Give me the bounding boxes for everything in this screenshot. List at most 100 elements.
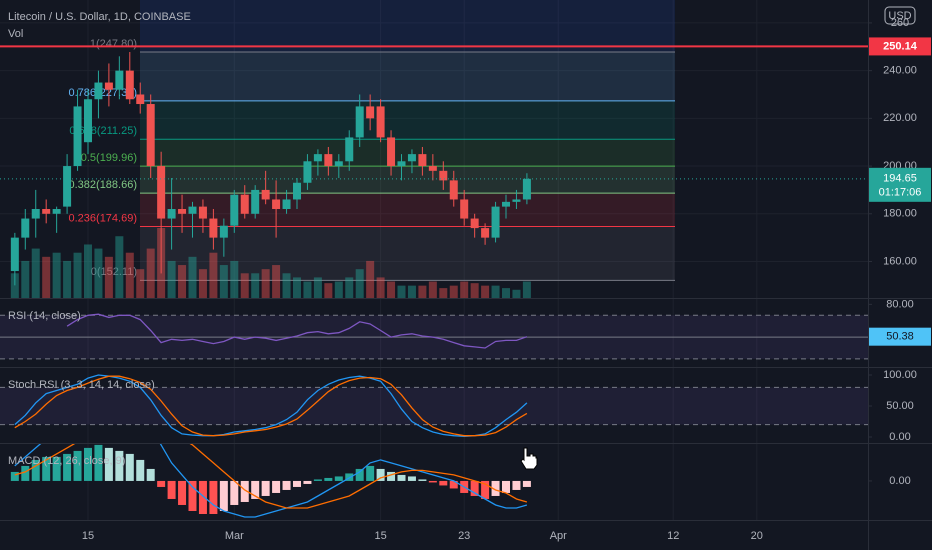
indicator-line	[14, 375, 528, 437]
volume-bar	[449, 285, 458, 298]
fib-level-label: 0(152.11)	[91, 266, 137, 278]
candle-body	[303, 161, 312, 183]
candle-body	[292, 182, 301, 200]
histogram-bar	[157, 480, 166, 487]
candle-body	[491, 206, 500, 238]
volume-bar	[397, 285, 406, 298]
candle-body	[167, 209, 176, 219]
last-value-box	[869, 327, 931, 346]
volume-bar	[470, 283, 479, 298]
volume-bar	[272, 265, 281, 298]
volume-bar	[146, 248, 155, 298]
alert-label: 250.14	[883, 40, 918, 52]
candle-body	[219, 225, 228, 238]
histogram-bar	[83, 447, 92, 481]
x-tick-label: 23	[458, 530, 470, 542]
histogram-bar	[303, 480, 312, 484]
candle-body	[324, 154, 333, 167]
fib-level-label: 1(247.80)	[90, 38, 137, 50]
candle-body	[282, 199, 291, 210]
volume-bar	[178, 265, 187, 298]
volume-bar	[42, 256, 51, 298]
volume-bar	[209, 252, 218, 298]
last-value-label: 50.38	[886, 331, 914, 343]
histogram-bar	[470, 480, 479, 496]
x-tick-label: Mar	[225, 530, 244, 542]
y-tick-label: 0.00	[889, 431, 910, 443]
volume-bar	[522, 281, 531, 298]
histogram-bar	[230, 480, 239, 505]
histogram-bar	[366, 465, 375, 481]
candle-body	[366, 106, 375, 119]
pane-title: MACD (12, 26, close, 9)	[8, 455, 125, 467]
volume-bar	[502, 288, 511, 298]
fib-zone	[140, 166, 675, 194]
histogram-bar	[418, 479, 427, 481]
candle-body	[407, 154, 416, 162]
band-fill	[0, 387, 868, 425]
histogram-bar	[10, 471, 19, 481]
volume-bar	[240, 273, 249, 298]
volume-bar	[125, 252, 134, 298]
candle-body	[387, 137, 396, 167]
volume-bar	[313, 277, 322, 298]
candle-body	[178, 209, 187, 214]
candle-body	[94, 82, 103, 100]
y-tick-label: 220.00	[883, 112, 917, 124]
histogram-bar	[272, 480, 281, 493]
y-tick-label: 180.00	[883, 208, 917, 220]
volume-bar	[52, 252, 61, 298]
volume-bar	[491, 285, 500, 298]
fib-level-label: 0.236(174.69)	[69, 212, 138, 224]
histogram-bar	[94, 444, 103, 481]
volume-bar	[355, 269, 364, 298]
candle-body	[313, 154, 322, 162]
alert-box	[869, 37, 931, 56]
histogram-bar	[178, 480, 187, 505]
candle-body	[449, 180, 458, 200]
pane-0: 1(247.80)0.786(227.32)0.618(211.25)0.5(1…	[0, 0, 868, 298]
histogram-bar	[52, 456, 61, 481]
histogram-bar	[397, 474, 406, 481]
volume-bar	[21, 260, 30, 298]
timer-label: 01:17:06	[879, 187, 922, 199]
candle-body	[146, 104, 155, 167]
candle-body	[345, 137, 354, 162]
histogram-bar	[209, 480, 218, 514]
histogram-bar	[324, 477, 333, 481]
histogram-bar	[407, 476, 416, 481]
y-tick-label: 260	[891, 17, 909, 29]
volume-bar	[460, 281, 469, 298]
pane-title: RSI (14, close)	[8, 310, 81, 322]
currency-box	[884, 6, 916, 25]
indicator-line	[14, 374, 528, 438]
histogram-bar	[512, 480, 521, 490]
volume-bar	[63, 260, 72, 298]
volume-bar	[73, 252, 82, 298]
volume-bar	[303, 281, 312, 298]
chart-subtitle: Vol	[8, 28, 23, 40]
histogram-bar	[481, 480, 490, 499]
pane-1	[0, 313, 868, 360]
candle-body	[261, 189, 270, 200]
fib-level-label: 0.5(199.96)	[81, 152, 137, 164]
histogram-bar	[63, 453, 72, 481]
histogram-bar	[313, 479, 322, 481]
histogram-bar	[240, 480, 249, 502]
candle-body	[42, 209, 51, 214]
candle-body	[397, 161, 406, 167]
volume-bar	[324, 283, 333, 298]
pane-title: Stoch RSI (3, 3, 14, 14, close)	[8, 379, 155, 391]
candle-body	[428, 166, 437, 171]
volume-bar	[261, 269, 270, 298]
histogram-bar	[188, 480, 197, 511]
indicator-line	[66, 313, 528, 349]
y-tick-label: 80.00	[886, 298, 914, 310]
candle-body	[460, 199, 469, 219]
candle-body	[188, 206, 197, 214]
volume-bar	[376, 277, 385, 298]
